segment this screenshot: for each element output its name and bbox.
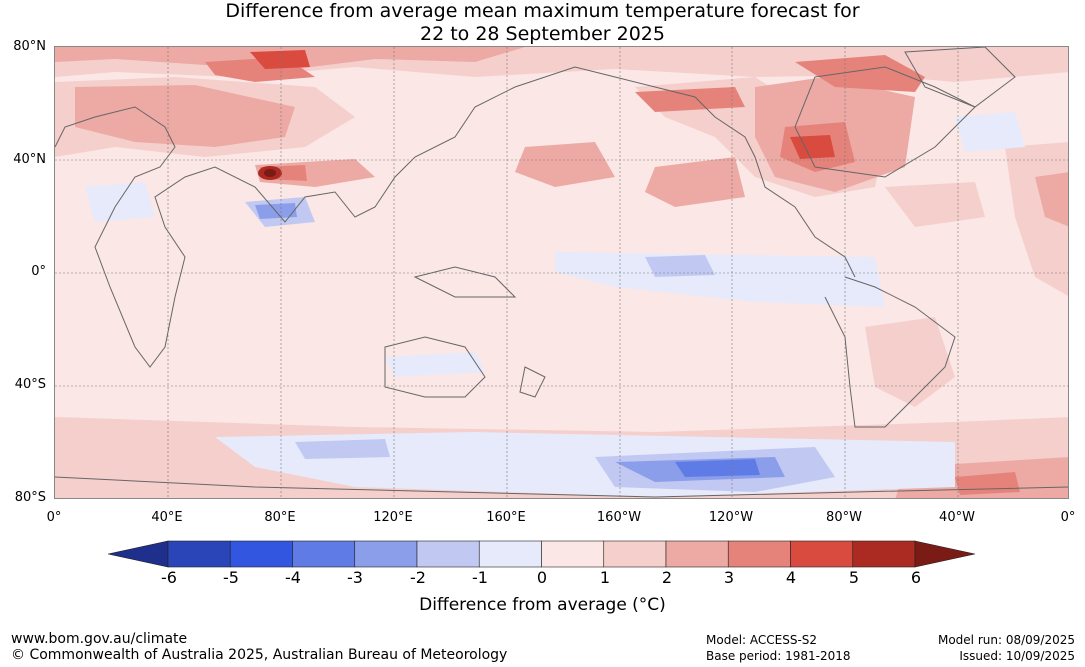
footer-model-run: Model run: 08/09/2025: [937, 633, 1075, 647]
map-svg: [55, 47, 1068, 498]
coastlines: [55, 47, 1068, 498]
colorbar-tick: 4: [785, 568, 797, 587]
colorbar-tick: 2: [661, 568, 673, 587]
cool-regions: [85, 112, 1025, 497]
colorbar-tick: -1: [472, 568, 488, 587]
colorbar-extend-high: [914, 540, 976, 568]
colorbar-tick: -6: [161, 568, 177, 587]
colorbar-segment: [416, 540, 480, 568]
footer-model: Model: ACCESS-S2: [706, 633, 818, 647]
graticule: [55, 47, 1068, 498]
lon-label-160w: 160°W: [596, 510, 642, 525]
colorbar-segment: [167, 540, 231, 568]
colorbar-tick: -5: [223, 568, 239, 587]
colorbar-segment: [603, 540, 667, 568]
colorbar-segment: [727, 540, 791, 568]
colorbar-tick: -2: [410, 568, 426, 587]
colorbar-label: Difference from average (°C): [419, 595, 666, 615]
colorbar-tick: 3: [723, 568, 735, 587]
colorbar-segment: [790, 540, 854, 568]
colorbar: [108, 540, 976, 568]
colorbar-segment: [229, 540, 293, 568]
colorbar-segment: [541, 540, 605, 568]
lat-label-40s: 40°S: [14, 377, 46, 392]
lat-label-80n: 80°N: [13, 39, 46, 54]
footer-base-period: Base period: 1981-2018: [706, 649, 851, 663]
colorbar-segment: [665, 540, 729, 568]
lon-label-80w: 80°W: [826, 510, 862, 525]
footer-url: www.bom.gov.au/climate: [11, 631, 188, 647]
colorbar-segment: [354, 540, 418, 568]
forecast-map: [54, 46, 1069, 499]
title-line-1: Difference from average mean maximum tem…: [225, 0, 860, 22]
colorbar-tick: 5: [848, 568, 860, 587]
colorbar-tick: -4: [285, 568, 301, 587]
colorbar-tick: 0: [536, 568, 548, 587]
footer-copyright: © Commonwealth of Australia 2025, Austra…: [11, 647, 508, 663]
map-title: Difference from average mean maximum tem…: [0, 0, 1085, 46]
lat-label-80s: 80°S: [14, 490, 46, 505]
lat-label-40n: 40°N: [13, 152, 46, 167]
colorbar-segment: [478, 540, 542, 568]
lon-label-40e: 40°E: [151, 510, 183, 525]
colorbar-tick: 6: [910, 568, 922, 587]
colorbar-extend-low: [108, 540, 169, 568]
lon-label-40w: 40°W: [939, 510, 975, 525]
lat-label-equator: 0°: [31, 264, 46, 279]
lon-label-0-right: 0°: [1060, 510, 1076, 525]
lon-label-160e: 160°E: [486, 510, 526, 525]
footer-issued: Issued: 10/09/2025: [959, 649, 1075, 663]
lon-label-80e: 80°E: [264, 510, 296, 525]
colorbar-tick: -3: [347, 568, 363, 587]
colorbar-segment: [292, 540, 356, 568]
title-line-2: 22 to 28 September 2025: [420, 23, 665, 45]
lon-label-120w: 120°W: [708, 510, 754, 525]
lon-label-0-left: 0°: [46, 510, 62, 525]
colorbar-segment: [852, 540, 916, 568]
colorbar-tick: 1: [599, 568, 611, 587]
lon-label-120e: 120°E: [373, 510, 413, 525]
